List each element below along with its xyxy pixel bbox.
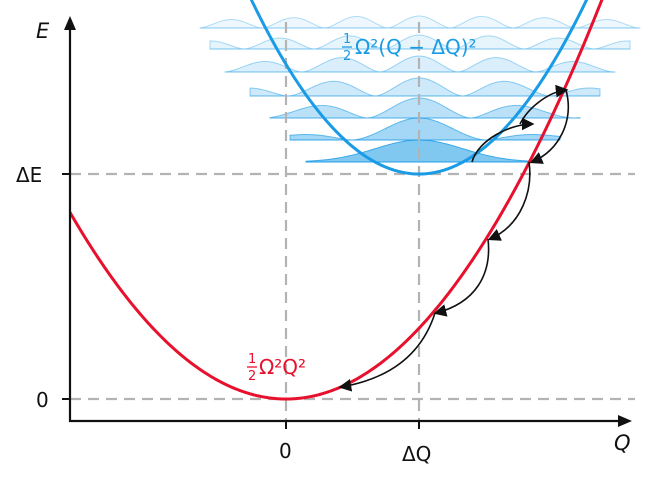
x-axis-label: Q [614, 431, 631, 455]
ground-label-numerator: 1 [248, 352, 256, 367]
relaxation-arrow [338, 312, 436, 392]
y-tick-label-deltaE: ΔE [16, 163, 42, 187]
excited-curve-label: 1 2 Ω²(Q − ΔQ)² [342, 32, 477, 64]
excited-state-parabola [249, 0, 589, 176]
x-tick-label-zero: 0 [279, 439, 292, 463]
y-axis-label: E [36, 19, 50, 43]
ground-label-denominator: 2 [248, 369, 256, 384]
relaxation-arrow [471, 117, 535, 163]
excited-label-denominator: 2 [343, 49, 351, 64]
relaxation-arrow [433, 238, 490, 317]
ground-label-expression: Ω²Q² [259, 355, 306, 379]
relaxation-arrows [338, 84, 570, 392]
x-tick-label-deltaQ: ΔQ [402, 442, 431, 466]
vibrational-level-2 [289, 117, 561, 141]
relaxation-arrow [529, 89, 570, 164]
relaxation-arrow [519, 84, 569, 125]
x-axis-arrowhead [618, 415, 632, 427]
y-axis-arrowhead [64, 16, 76, 30]
vibrational-level-4 [249, 77, 601, 97]
y-tick-label-zero: 0 [36, 388, 49, 412]
ground-curve-label: 1 2 Ω²Q² [247, 352, 306, 384]
ground-state-parabola [70, 0, 604, 401]
excited-label-expression: Ω²(Q − ΔQ)² [355, 35, 477, 59]
excited-label-numerator: 1 [343, 32, 351, 47]
relaxation-arrow [487, 161, 531, 241]
